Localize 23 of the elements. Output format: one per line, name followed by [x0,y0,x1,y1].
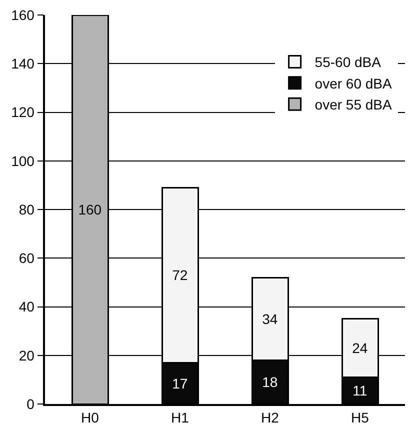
y-tick-label: 80 [18,201,35,218]
y-tick-label: 40 [18,298,35,315]
y-tick-label: 140 [11,56,35,72]
data-label: 34 [262,310,278,327]
data-label: 160 [78,202,102,218]
data-label: 11 [352,382,368,399]
x-tick-label: H2 [261,410,280,426]
data-label: 17 [172,375,188,392]
data-label: 18 [262,374,278,390]
x-tick-label: H0 [81,410,100,426]
y-tick-label: 100 [11,152,35,169]
data-label: 24 [352,340,368,356]
legend-label: over 60 dBA [314,75,393,92]
y-tick-label: 20 [18,347,35,364]
x-tick-label: H1 [171,410,190,426]
y-tick-label: 160 [11,6,35,23]
x-tick-label: H5 [351,410,370,426]
y-tick-label: 120 [11,104,35,120]
data-label: 72 [172,267,188,284]
legend-label: 55-60 dBA [314,54,382,70]
y-tick-label: 0 [26,396,35,412]
legend-label: over 55 dBA [314,96,393,113]
y-tick-label: 60 [18,250,35,266]
